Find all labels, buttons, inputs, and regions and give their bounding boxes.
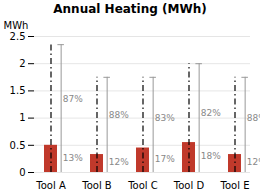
svg-text:0: 0: [19, 167, 25, 178]
svg-text:2: 2: [19, 58, 25, 69]
svg-text:1: 1: [19, 112, 25, 123]
svg-text:Tool E: Tool E: [220, 180, 250, 191]
svg-text:18%: 18%: [201, 151, 221, 161]
svg-text:13%: 13%: [63, 153, 83, 163]
svg-text:12%: 12%: [247, 157, 260, 167]
svg-text:1.5: 1.5: [10, 85, 26, 96]
svg-text:17%: 17%: [155, 154, 175, 164]
svg-text:12%: 12%: [109, 157, 129, 167]
svg-text:Tool B: Tool B: [81, 180, 112, 191]
svg-text:Tool A: Tool A: [35, 180, 66, 191]
svg-text:0.5: 0.5: [10, 140, 26, 151]
svg-text:88%: 88%: [109, 110, 129, 120]
svg-text:88%: 88%: [247, 113, 260, 123]
svg-text:83%: 83%: [155, 113, 175, 123]
html-text:Annual Heating (MWh): Annual Heating (MWh): [53, 2, 207, 16]
svg-text:87%: 87%: [63, 94, 83, 104]
svg-text:Tool D: Tool D: [173, 180, 205, 191]
svg-text:2.5: 2.5: [10, 31, 26, 42]
svg-text:MWh: MWh: [4, 20, 29, 31]
svg-text:Tool C: Tool C: [127, 180, 158, 191]
svg-text:82%: 82%: [201, 108, 221, 118]
